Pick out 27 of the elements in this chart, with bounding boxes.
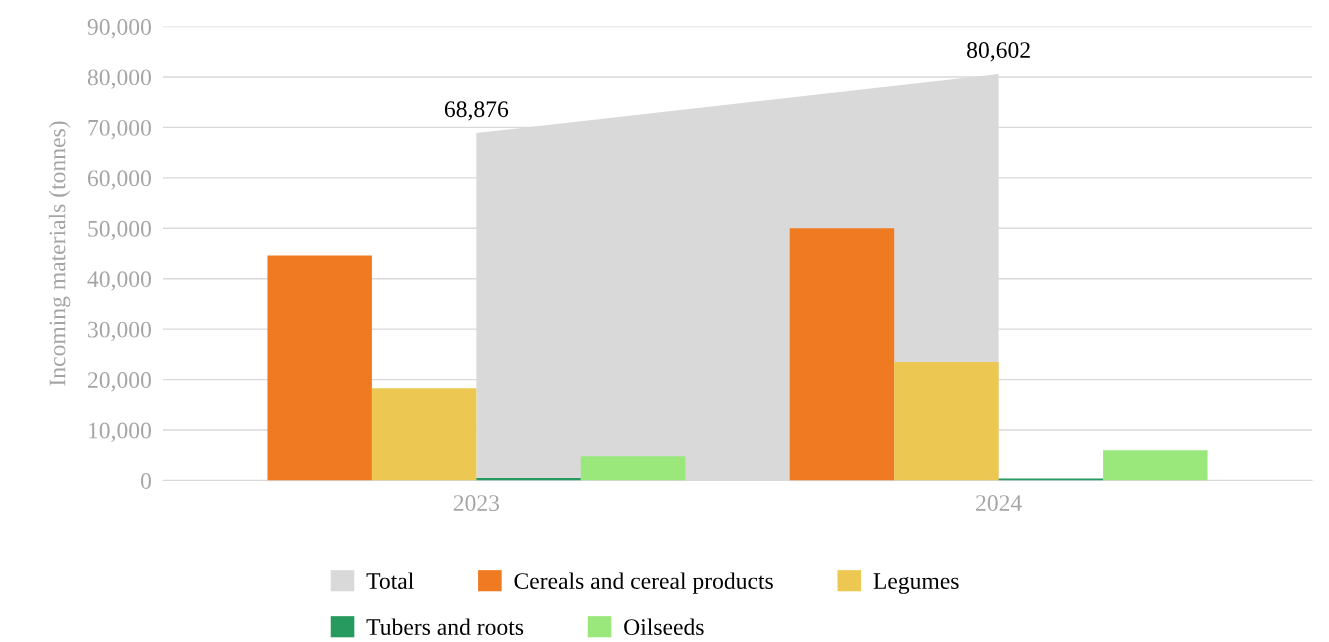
y-tick-label: 50,000 — [88, 220, 151, 241]
legend-label: Tubers and roots — [366, 618, 524, 636]
bar — [580, 456, 686, 481]
y-axis-title: Incoming materials (tonnes) — [48, 121, 71, 386]
y-tick-label: 60,000 — [87, 170, 151, 190]
legend-label: Legumes — [873, 573, 959, 594]
x-tick-label: 2023 — [453, 495, 500, 512]
y-tick-label: 70,000 — [88, 119, 151, 140]
y-tick-label: 90,000 — [87, 18, 151, 39]
bar — [998, 478, 1104, 481]
legend-label: Total — [366, 572, 414, 590]
data-label: 80,602 — [967, 42, 1030, 62]
y-tick-label: 10,000 — [89, 422, 151, 442]
legend-label: Oilseeds — [624, 618, 704, 636]
bar — [267, 255, 372, 481]
y-tick-label: 20,000 — [88, 372, 151, 392]
y-tick-label: 0 — [140, 472, 151, 489]
legend-label: Cereals and cereal products — [514, 572, 773, 594]
y-tick-label: 40,000 — [87, 271, 151, 291]
data-label: 68,876 — [444, 101, 509, 121]
y-tick-label: 80,000 — [87, 69, 151, 89]
bar — [894, 361, 999, 481]
bar — [789, 228, 895, 481]
bar — [371, 388, 477, 481]
x-tick-label: 2024 — [976, 495, 1022, 512]
y-tick-label: 30,000 — [88, 321, 151, 341]
bar — [1103, 450, 1208, 481]
